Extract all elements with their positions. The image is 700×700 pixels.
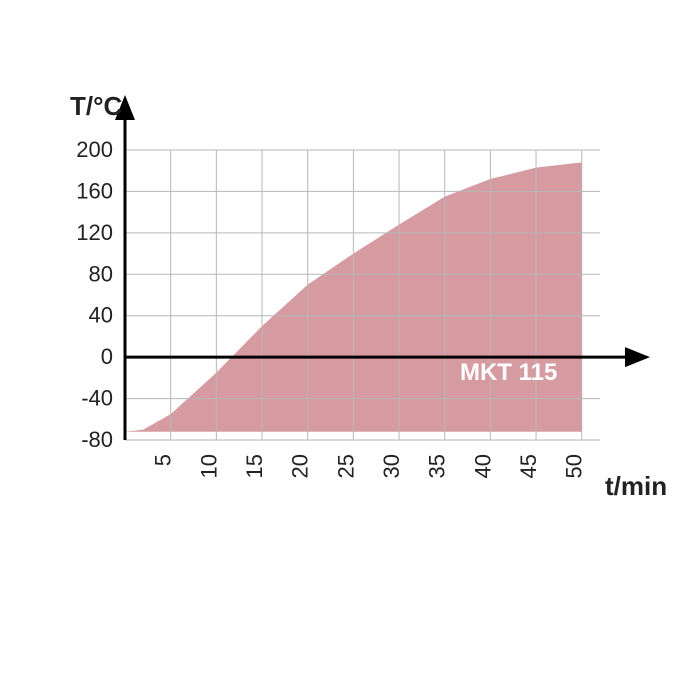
y-tick-label: -80: [81, 427, 113, 452]
x-tick-label: 25: [333, 454, 358, 478]
y-tick-label: 0: [101, 344, 113, 369]
x-tick-label: 10: [196, 454, 221, 478]
heating-curve-chart: -80 -40 0 40 80 120 160 200 5 10 15 20 25 30 35 40 45 50 T…: [0, 0, 700, 700]
x-tick-label: 5: [151, 454, 176, 466]
x-tick-label: 15: [242, 454, 267, 478]
x-tick-label: 30: [379, 454, 404, 478]
x-axis-title: t/min: [605, 471, 667, 501]
series-label: MKT 115: [460, 359, 557, 386]
y-tick-label: 80: [89, 261, 113, 286]
x-tick-label: 20: [288, 454, 313, 478]
y-tick-label: -40: [81, 386, 113, 411]
x-tick-label: 35: [425, 454, 450, 478]
x-tick-label: 50: [562, 454, 587, 478]
x-tick-label: 45: [516, 454, 541, 478]
y-tick-label: 160: [76, 178, 113, 203]
y-axis-title: T/°C: [70, 91, 123, 121]
chart-svg: -80 -40 0 40 80 120 160 200 5 10 15 20 25 30 35 40 45 50 T…: [0, 0, 700, 700]
y-tick-label: 200: [76, 137, 113, 162]
y-tick-label: 40: [89, 303, 113, 328]
y-tick-label: 120: [76, 220, 113, 245]
x-tick-label: 40: [470, 454, 495, 478]
